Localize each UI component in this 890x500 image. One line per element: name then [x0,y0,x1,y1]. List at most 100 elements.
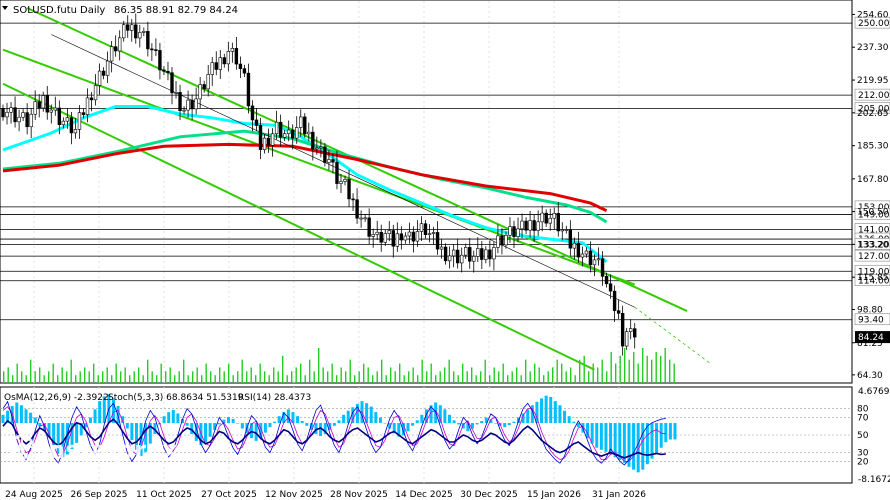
candle[interactable] [443,246,448,262]
candle[interactable] [194,98,198,110]
candle[interactable] [93,85,98,101]
candle[interactable] [61,120,66,125]
candle[interactable] [600,258,605,277]
candle[interactable] [612,290,617,311]
indicator-panel[interactable] [0,386,853,484]
candle[interactable] [572,242,577,249]
candle[interactable] [379,231,383,243]
candle[interactable] [403,235,408,241]
candle[interactable] [89,97,94,101]
candle[interactable] [242,68,247,74]
candle[interactable] [182,109,186,112]
candle[interactable] [109,46,114,62]
candle[interactable] [85,97,90,115]
candle[interactable] [548,217,552,224]
candle[interactable] [472,255,476,262]
candle[interactable] [214,62,218,70]
candle[interactable] [355,199,359,219]
candle[interactable] [339,181,343,184]
candle[interactable] [504,234,508,246]
candle[interactable] [202,84,206,90]
candle[interactable] [476,248,480,257]
candle[interactable] [17,116,21,123]
candle[interactable] [520,220,524,230]
candle[interactable] [41,95,45,109]
candle[interactable] [315,147,319,150]
candle[interactable] [496,235,500,248]
candle[interactable] [198,84,202,100]
candle[interactable] [138,32,142,39]
candle[interactable] [544,212,548,224]
candle[interactable] [580,253,585,258]
candle[interactable] [130,24,134,31]
candle[interactable] [387,230,391,234]
candle[interactable] [492,247,496,260]
candle[interactable] [419,223,424,232]
candle[interactable] [451,249,456,257]
candle[interactable] [234,48,239,65]
candle[interactable] [9,107,13,113]
candle[interactable] [311,131,315,150]
candle[interactable] [158,50,162,71]
candle[interactable] [13,107,17,123]
candle[interactable] [415,231,420,242]
candle[interactable] [500,235,504,246]
candle[interactable] [97,70,102,86]
candle[interactable] [226,51,231,65]
candle[interactable] [608,283,613,292]
candle[interactable] [77,112,82,130]
candle[interactable] [532,220,536,231]
candle[interactable] [592,259,597,266]
candle[interactable] [218,57,222,70]
candle[interactable] [371,234,375,237]
candle[interactable] [154,49,158,51]
candle[interactable] [552,213,556,219]
candle[interactable] [459,254,464,264]
candle[interactable] [556,213,560,232]
candle[interactable] [166,71,170,74]
candle[interactable] [616,310,621,314]
candle[interactable] [512,226,516,237]
candle[interactable] [568,229,573,249]
candle[interactable] [122,24,126,39]
candle[interactable] [258,125,263,150]
price-panel[interactable] [0,0,853,384]
candle[interactable] [113,46,118,52]
candle[interactable] [540,212,544,223]
candle[interactable] [347,179,351,200]
candle[interactable] [5,111,9,118]
candle[interactable] [142,30,146,33]
candle[interactable] [222,57,227,65]
candle[interactable] [323,146,327,163]
candle[interactable] [343,179,347,182]
candle[interactable] [174,92,178,94]
candle[interactable] [286,129,291,134]
candle[interactable] [327,159,331,163]
candle[interactable] [81,112,86,115]
candle[interactable] [391,230,395,247]
candle[interactable] [480,248,484,260]
candle[interactable] [33,101,37,115]
candle[interactable] [162,69,166,72]
candle[interactable] [335,161,339,184]
candle[interactable] [307,131,311,135]
candle[interactable] [25,112,29,128]
candle[interactable] [250,105,255,121]
candle[interactable] [628,328,633,332]
trend-channel-line[interactable] [2,48,636,286]
candle[interactable] [291,129,295,139]
candle[interactable] [528,220,532,231]
candle[interactable] [246,72,251,107]
candle[interactable] [435,232,440,250]
candle[interactable] [105,60,110,76]
candle[interactable] [295,127,299,139]
candle[interactable] [375,231,379,235]
candle[interactable] [1,108,5,118]
candle[interactable] [170,72,174,94]
candle[interactable] [282,133,287,138]
candle[interactable] [564,229,569,231]
candle[interactable] [633,328,637,338]
candle[interactable] [359,217,363,220]
candle[interactable] [206,74,210,90]
